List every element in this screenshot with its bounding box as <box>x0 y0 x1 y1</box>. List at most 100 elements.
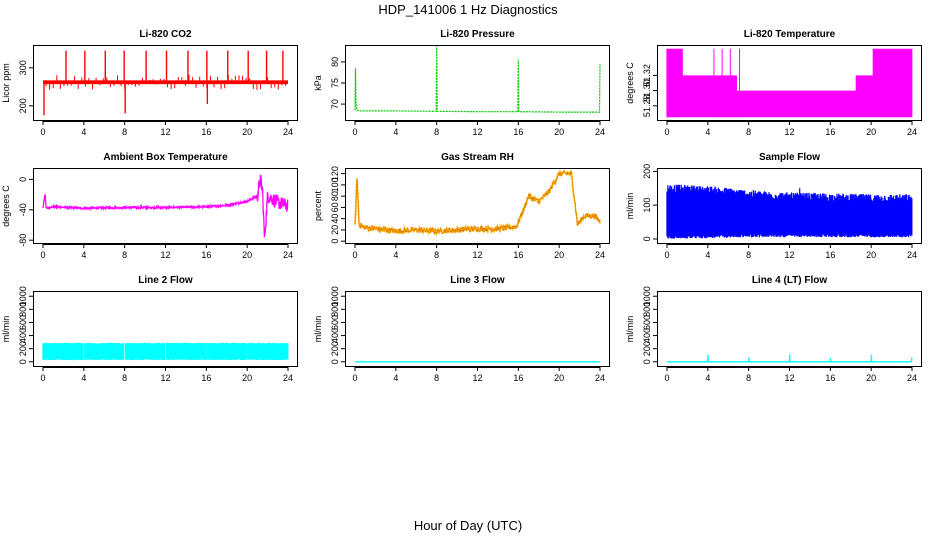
x-tick-label: 0 <box>352 127 357 137</box>
x-tick-label: 20 <box>242 373 252 383</box>
series-line2 <box>42 342 289 361</box>
x-tick-label: 16 <box>513 250 523 260</box>
series-band <box>42 342 289 361</box>
series-rh <box>354 169 601 236</box>
y-tick-label: 800 <box>330 302 340 317</box>
series-band <box>43 80 288 85</box>
y-tick-label: 1000 <box>18 286 28 306</box>
y-tick-label: 600 <box>330 315 340 330</box>
x-tick-label: 4 <box>81 250 86 260</box>
y-tick-label: 1000 <box>330 286 340 306</box>
plot-frame <box>33 291 298 367</box>
y-axis-label: degrees C <box>1 185 11 227</box>
x-tick-label: 20 <box>866 127 876 137</box>
x-tick-label: 4 <box>705 127 710 137</box>
x-tick-label: 4 <box>705 373 710 383</box>
y-axis-label: ml/min <box>625 193 635 220</box>
x-tick-label: 16 <box>201 127 211 137</box>
y-tick-label: 200 <box>330 341 340 356</box>
y-axis-label: percent <box>313 190 323 221</box>
series-line <box>667 354 913 363</box>
plot-frame <box>345 45 610 121</box>
y-tick-label: 400 <box>18 328 28 343</box>
y-tick-label: 600 <box>18 315 28 330</box>
x-tick-label: 4 <box>81 127 86 137</box>
panel-title: Gas Stream RH <box>441 152 514 163</box>
y-tick-label: 200 <box>642 341 652 356</box>
x-tick-label: 24 <box>595 250 605 260</box>
plot-frame <box>33 168 298 244</box>
plot-frame <box>657 45 922 121</box>
y-tick-label: 70 <box>330 99 340 109</box>
x-tick-label: 16 <box>201 373 211 383</box>
x-tick-label: 4 <box>393 250 398 260</box>
panel-title: Line 4 (LT) Flow <box>752 275 828 286</box>
x-tick-label: 0 <box>352 250 357 260</box>
y-tick-label: 100 <box>642 198 652 213</box>
x-tick-label: 0 <box>664 127 669 137</box>
series-co2 <box>43 50 288 116</box>
x-tick-label: 24 <box>283 250 293 260</box>
x-tick-label: 12 <box>160 373 170 383</box>
series-fill <box>666 48 913 118</box>
x-tick-label: 16 <box>513 127 523 137</box>
x-tick-label: 24 <box>907 127 917 137</box>
y-tick-label: -40 <box>18 203 28 216</box>
plot-frame <box>33 45 298 121</box>
y-tick-label: 400 <box>330 328 340 343</box>
x-tick-label: 4 <box>81 373 86 383</box>
x-tick-label: 8 <box>122 250 127 260</box>
y-tick-label: 120 <box>330 166 340 181</box>
panel-title: Li-820 Temperature <box>744 29 836 40</box>
series-ambient <box>42 174 289 238</box>
panel-title: Li-820 CO2 <box>139 29 192 40</box>
y-tick-label: 300 <box>18 60 28 75</box>
plot-frame <box>657 168 922 244</box>
y-axis-label: ml/min <box>313 316 323 343</box>
y-tick-label: 75 <box>330 78 340 88</box>
x-tick-label: 0 <box>40 373 45 383</box>
y-tick-label: 200 <box>18 341 28 356</box>
series-temp <box>666 48 913 118</box>
x-tick-label: 20 <box>554 373 564 383</box>
x-tick-label: 8 <box>122 127 127 137</box>
x-tick-label: 4 <box>393 127 398 137</box>
series-line <box>354 169 601 236</box>
panel-ambient: Ambient Box Temperature degrees C 0 4 8 12 16 2… <box>1 152 298 260</box>
x-tick-label: 16 <box>825 373 835 383</box>
panel-temp: Li-820 Temperature degrees C 0 4 8 12 16 20 24 51… <box>625 29 922 137</box>
y-axis-label: ml/min <box>1 316 11 343</box>
x-tick-label: 20 <box>242 127 252 137</box>
panel-title: Sample Flow <box>759 152 820 163</box>
y-tick-label: 51.32 <box>642 64 652 87</box>
y-tick-label: 1000 <box>642 286 652 306</box>
x-tick-label: 20 <box>242 250 252 260</box>
x-tick-label: 24 <box>907 373 917 383</box>
panel-line2: Line 2 Flow ml/min 0 4 8 12 16 20 24 0 20040060080… <box>1 275 298 383</box>
series-line <box>42 174 289 238</box>
panel-line3: Line 3 Flow ml/min 0 4 8 12 16 20 24 0 20040060080… <box>313 275 610 383</box>
y-axis-label: degrees C <box>625 62 635 104</box>
x-tick-label: 12 <box>784 250 794 260</box>
y-tick-label: 0 <box>642 359 652 364</box>
x-tick-label: 20 <box>866 250 876 260</box>
panel-title: Ambient Box Temperature <box>103 152 228 163</box>
y-tick-label: 0 <box>330 359 340 364</box>
x-tick-label: 0 <box>40 127 45 137</box>
y-tick-label: -80 <box>18 234 28 247</box>
x-tick-label: 4 <box>705 250 710 260</box>
x-tick-label: 0 <box>40 250 45 260</box>
figure-title: HDP_141006 1 Hz Diagnostics <box>378 2 558 17</box>
y-tick-label: 800 <box>642 302 652 317</box>
x-tick-label: 0 <box>664 250 669 260</box>
y-tick-label: 600 <box>642 315 652 330</box>
y-tick-label: 200 <box>18 98 28 113</box>
x-tick-label: 8 <box>434 250 439 260</box>
x-tick-label: 20 <box>554 250 564 260</box>
x-tick-label: 12 <box>472 373 482 383</box>
y-tick-label: 80 <box>330 191 340 201</box>
panel-title: Line 3 Flow <box>450 275 505 286</box>
plot-frame <box>345 291 610 367</box>
x-tick-label: 12 <box>472 250 482 260</box>
